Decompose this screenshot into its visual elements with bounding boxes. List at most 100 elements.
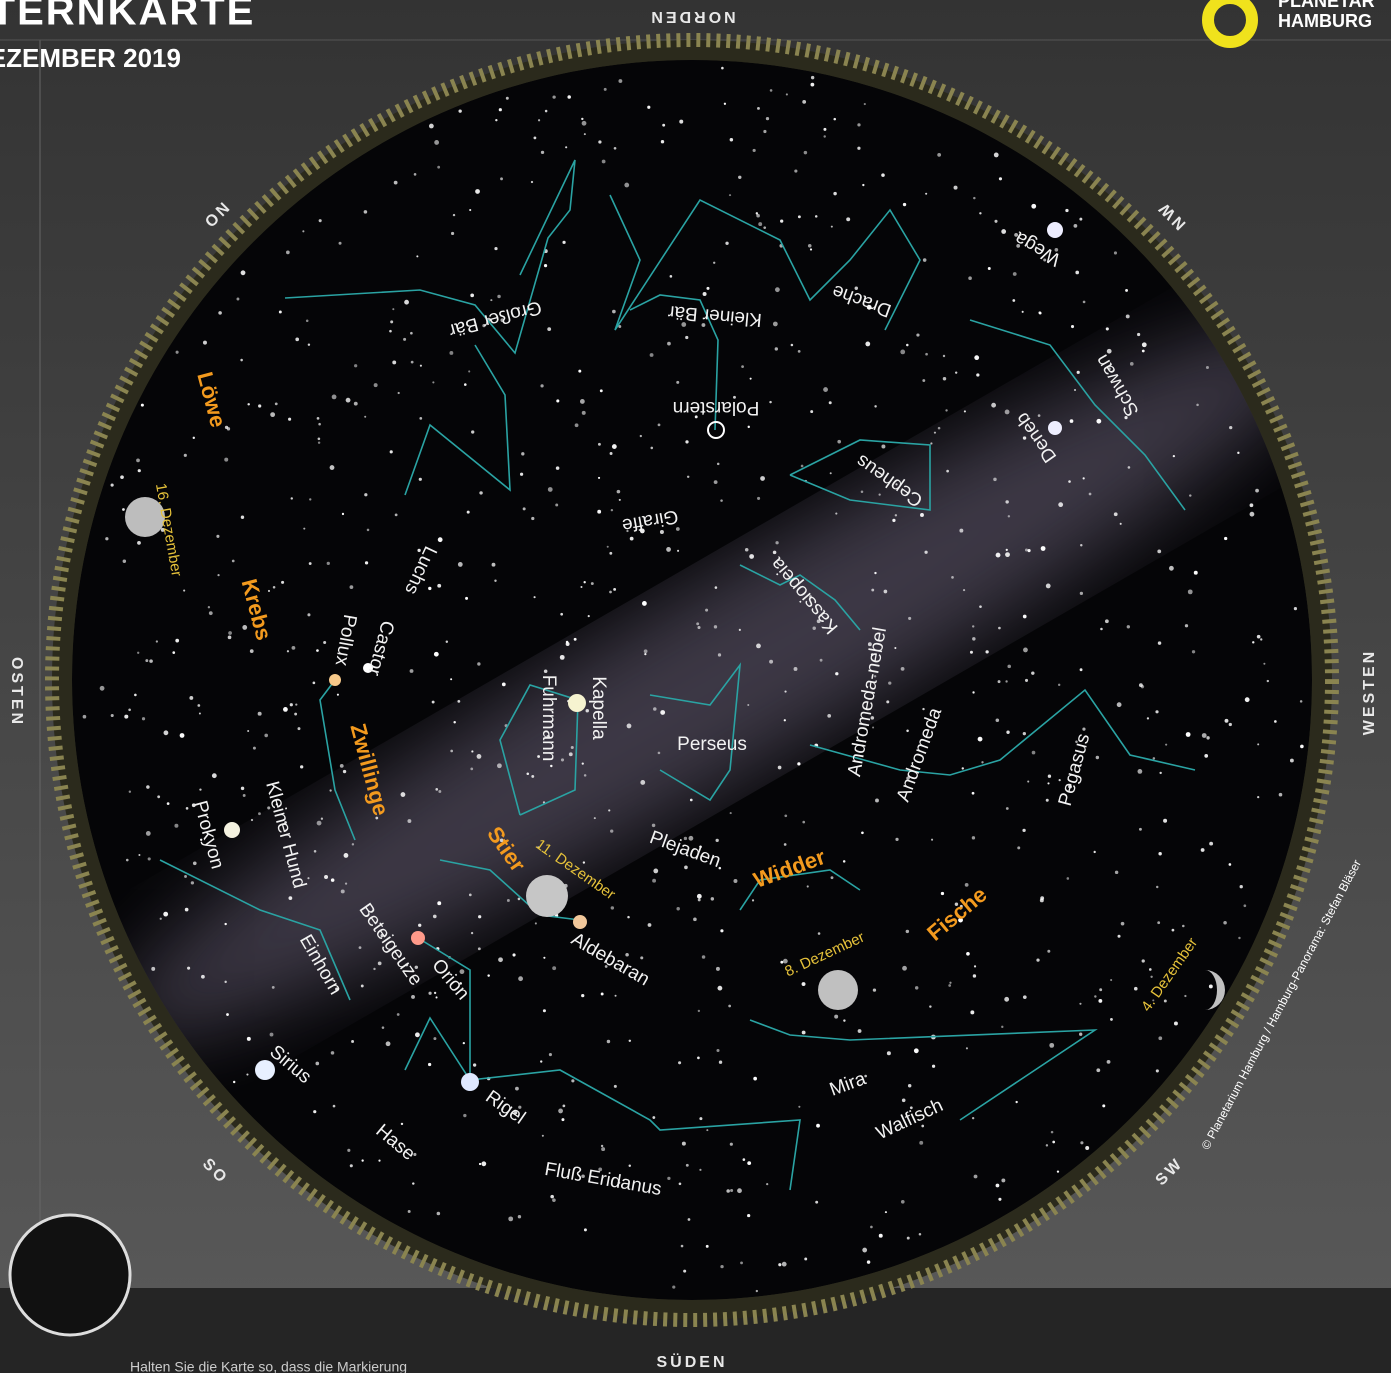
star (998, 1197, 1002, 1201)
star (505, 96, 509, 100)
star (626, 529, 629, 533)
star (175, 350, 179, 354)
star (160, 527, 165, 532)
star (857, 146, 861, 150)
star (550, 764, 553, 768)
star (900, 1199, 905, 1204)
star (1193, 570, 1198, 575)
perseus (649, 662, 742, 802)
star (1228, 722, 1232, 727)
star (1057, 683, 1061, 687)
star (740, 1261, 743, 1265)
star (428, 1062, 432, 1067)
bright-stars (224, 222, 1063, 1091)
star (271, 985, 275, 989)
star (546, 735, 550, 739)
star (715, 966, 720, 971)
star (728, 1004, 732, 1008)
star-sirius (255, 1060, 275, 1080)
star (962, 588, 966, 592)
star (1208, 984, 1213, 989)
star (1068, 480, 1071, 483)
star (774, 287, 780, 293)
star (184, 907, 189, 912)
direction-label: NORDEN (648, 8, 735, 25)
star (289, 703, 293, 707)
star (1079, 217, 1083, 221)
star (744, 547, 749, 552)
star (190, 881, 195, 885)
star (694, 415, 698, 419)
star (1141, 349, 1145, 353)
star (343, 853, 349, 858)
star (861, 831, 864, 835)
star (1201, 733, 1207, 738)
star-castor (363, 663, 373, 673)
star (403, 337, 407, 341)
star (653, 868, 659, 874)
star (675, 527, 680, 531)
star (937, 426, 941, 430)
star (1299, 700, 1303, 703)
star (878, 1233, 883, 1238)
star (433, 1037, 437, 1041)
star (128, 790, 132, 793)
star (1104, 619, 1109, 624)
star (809, 595, 812, 598)
star (1050, 1130, 1054, 1134)
star (763, 129, 767, 134)
star (1065, 208, 1069, 213)
star (973, 1174, 978, 1179)
star (906, 1236, 910, 1240)
star (1001, 1025, 1004, 1029)
star (1196, 403, 1199, 407)
star (199, 788, 202, 791)
star (392, 360, 397, 365)
star (974, 355, 980, 361)
star (834, 1014, 839, 1019)
star (224, 425, 229, 429)
star (693, 917, 697, 922)
star (667, 1176, 671, 1181)
star (433, 651, 439, 657)
star (284, 821, 287, 824)
star (404, 299, 409, 305)
moon (526, 875, 568, 917)
star (1047, 774, 1052, 778)
star (949, 981, 952, 984)
star (618, 79, 623, 83)
star (231, 559, 235, 563)
star (375, 816, 379, 820)
star (657, 751, 661, 755)
star (747, 425, 750, 429)
star (147, 857, 151, 861)
corner-badge (8, 1213, 132, 1337)
star (151, 966, 156, 971)
star (973, 965, 977, 968)
star (995, 1183, 1000, 1188)
star (470, 767, 474, 771)
star (550, 1194, 554, 1199)
star (907, 1084, 912, 1088)
star (542, 1009, 546, 1013)
star (312, 681, 316, 685)
star (901, 1098, 906, 1103)
star (780, 960, 784, 964)
star (660, 140, 665, 144)
moon (125, 497, 165, 537)
star (345, 397, 351, 403)
star (207, 606, 211, 609)
star (366, 528, 370, 532)
star (1007, 664, 1012, 669)
star (270, 412, 276, 418)
star (224, 980, 227, 984)
star (1133, 986, 1138, 991)
star (291, 646, 296, 650)
star (1022, 436, 1027, 440)
star (315, 1061, 320, 1066)
star (870, 716, 875, 720)
star (246, 1073, 249, 1076)
star (1088, 492, 1092, 496)
star (613, 587, 617, 591)
